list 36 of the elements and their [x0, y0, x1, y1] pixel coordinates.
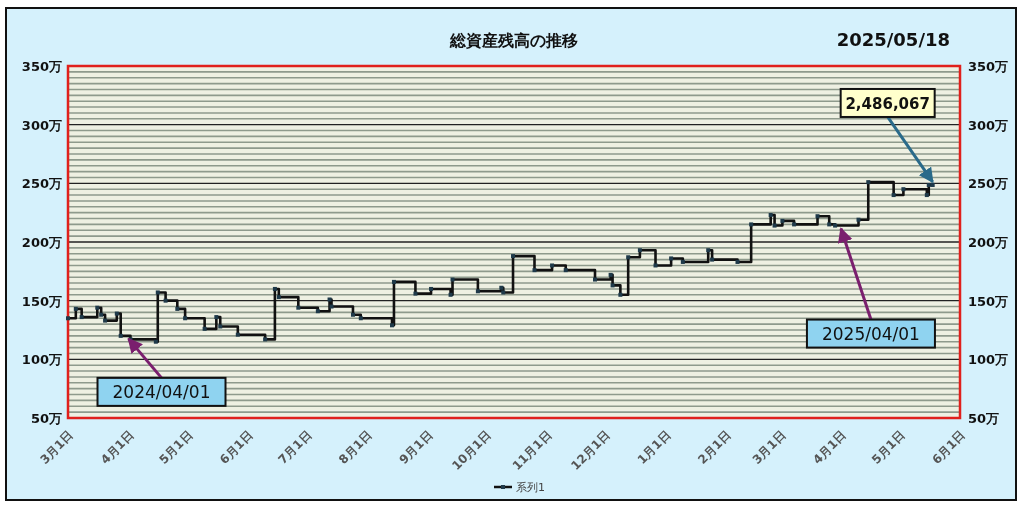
x-tick-label: 11月1日	[509, 428, 555, 473]
text: 2025/05/18	[836, 29, 950, 50]
y-tick-label: 250万	[21, 176, 62, 192]
x-tick-label: 2月1日	[695, 428, 734, 467]
annotation: 2024/04/01	[112, 381, 211, 402]
chart-title: 総資産残高の推移	[449, 31, 578, 50]
y2-tick-label: 50万	[968, 411, 1000, 426]
x-tick-label: 12月1日	[568, 428, 613, 473]
x-tick-label: 10月1日	[449, 428, 494, 473]
legend-label: 系列1	[516, 481, 545, 494]
x-tick-label: 1月1日	[634, 428, 674, 467]
annotation: 2025/04/01	[821, 323, 920, 344]
x-tick-label: 7月1日	[275, 428, 315, 467]
y-tick-label: 100万	[21, 352, 62, 368]
x-tick-label: 3月1日	[37, 428, 77, 467]
y-tick-label: 350万	[21, 59, 62, 74]
y2-tick-label: 350万	[968, 59, 1009, 74]
y-tick-label: 300万	[21, 117, 62, 133]
y-tick-label: 150万	[21, 293, 62, 309]
y2-tick-label: 200万	[968, 235, 1009, 250]
y2-tick-label: 150万	[968, 293, 1009, 309]
x-tick-label: 5月1日	[156, 428, 196, 467]
x-tick-label: 6月1日	[216, 428, 256, 467]
x-tick-label: 5月1日	[868, 428, 908, 467]
x-tick-label: 3月1日	[749, 428, 789, 467]
x-tick-label: 9月1日	[396, 428, 436, 467]
y-tick-label: 50万	[30, 411, 62, 426]
annotation: 2,486,067	[845, 94, 930, 113]
x-tick-label: 4月1日	[810, 428, 849, 467]
x-tick-label: 8月1日	[336, 428, 375, 467]
y-tick-label: 200万	[21, 235, 62, 250]
x-tick-label: 4月1日	[97, 428, 137, 467]
y2-tick-label: 250万	[968, 176, 1009, 192]
y2-tick-label: 300万	[968, 117, 1009, 133]
x-tick-label: 6月1日	[929, 428, 969, 467]
y2-tick-label: 100万	[968, 352, 1009, 368]
